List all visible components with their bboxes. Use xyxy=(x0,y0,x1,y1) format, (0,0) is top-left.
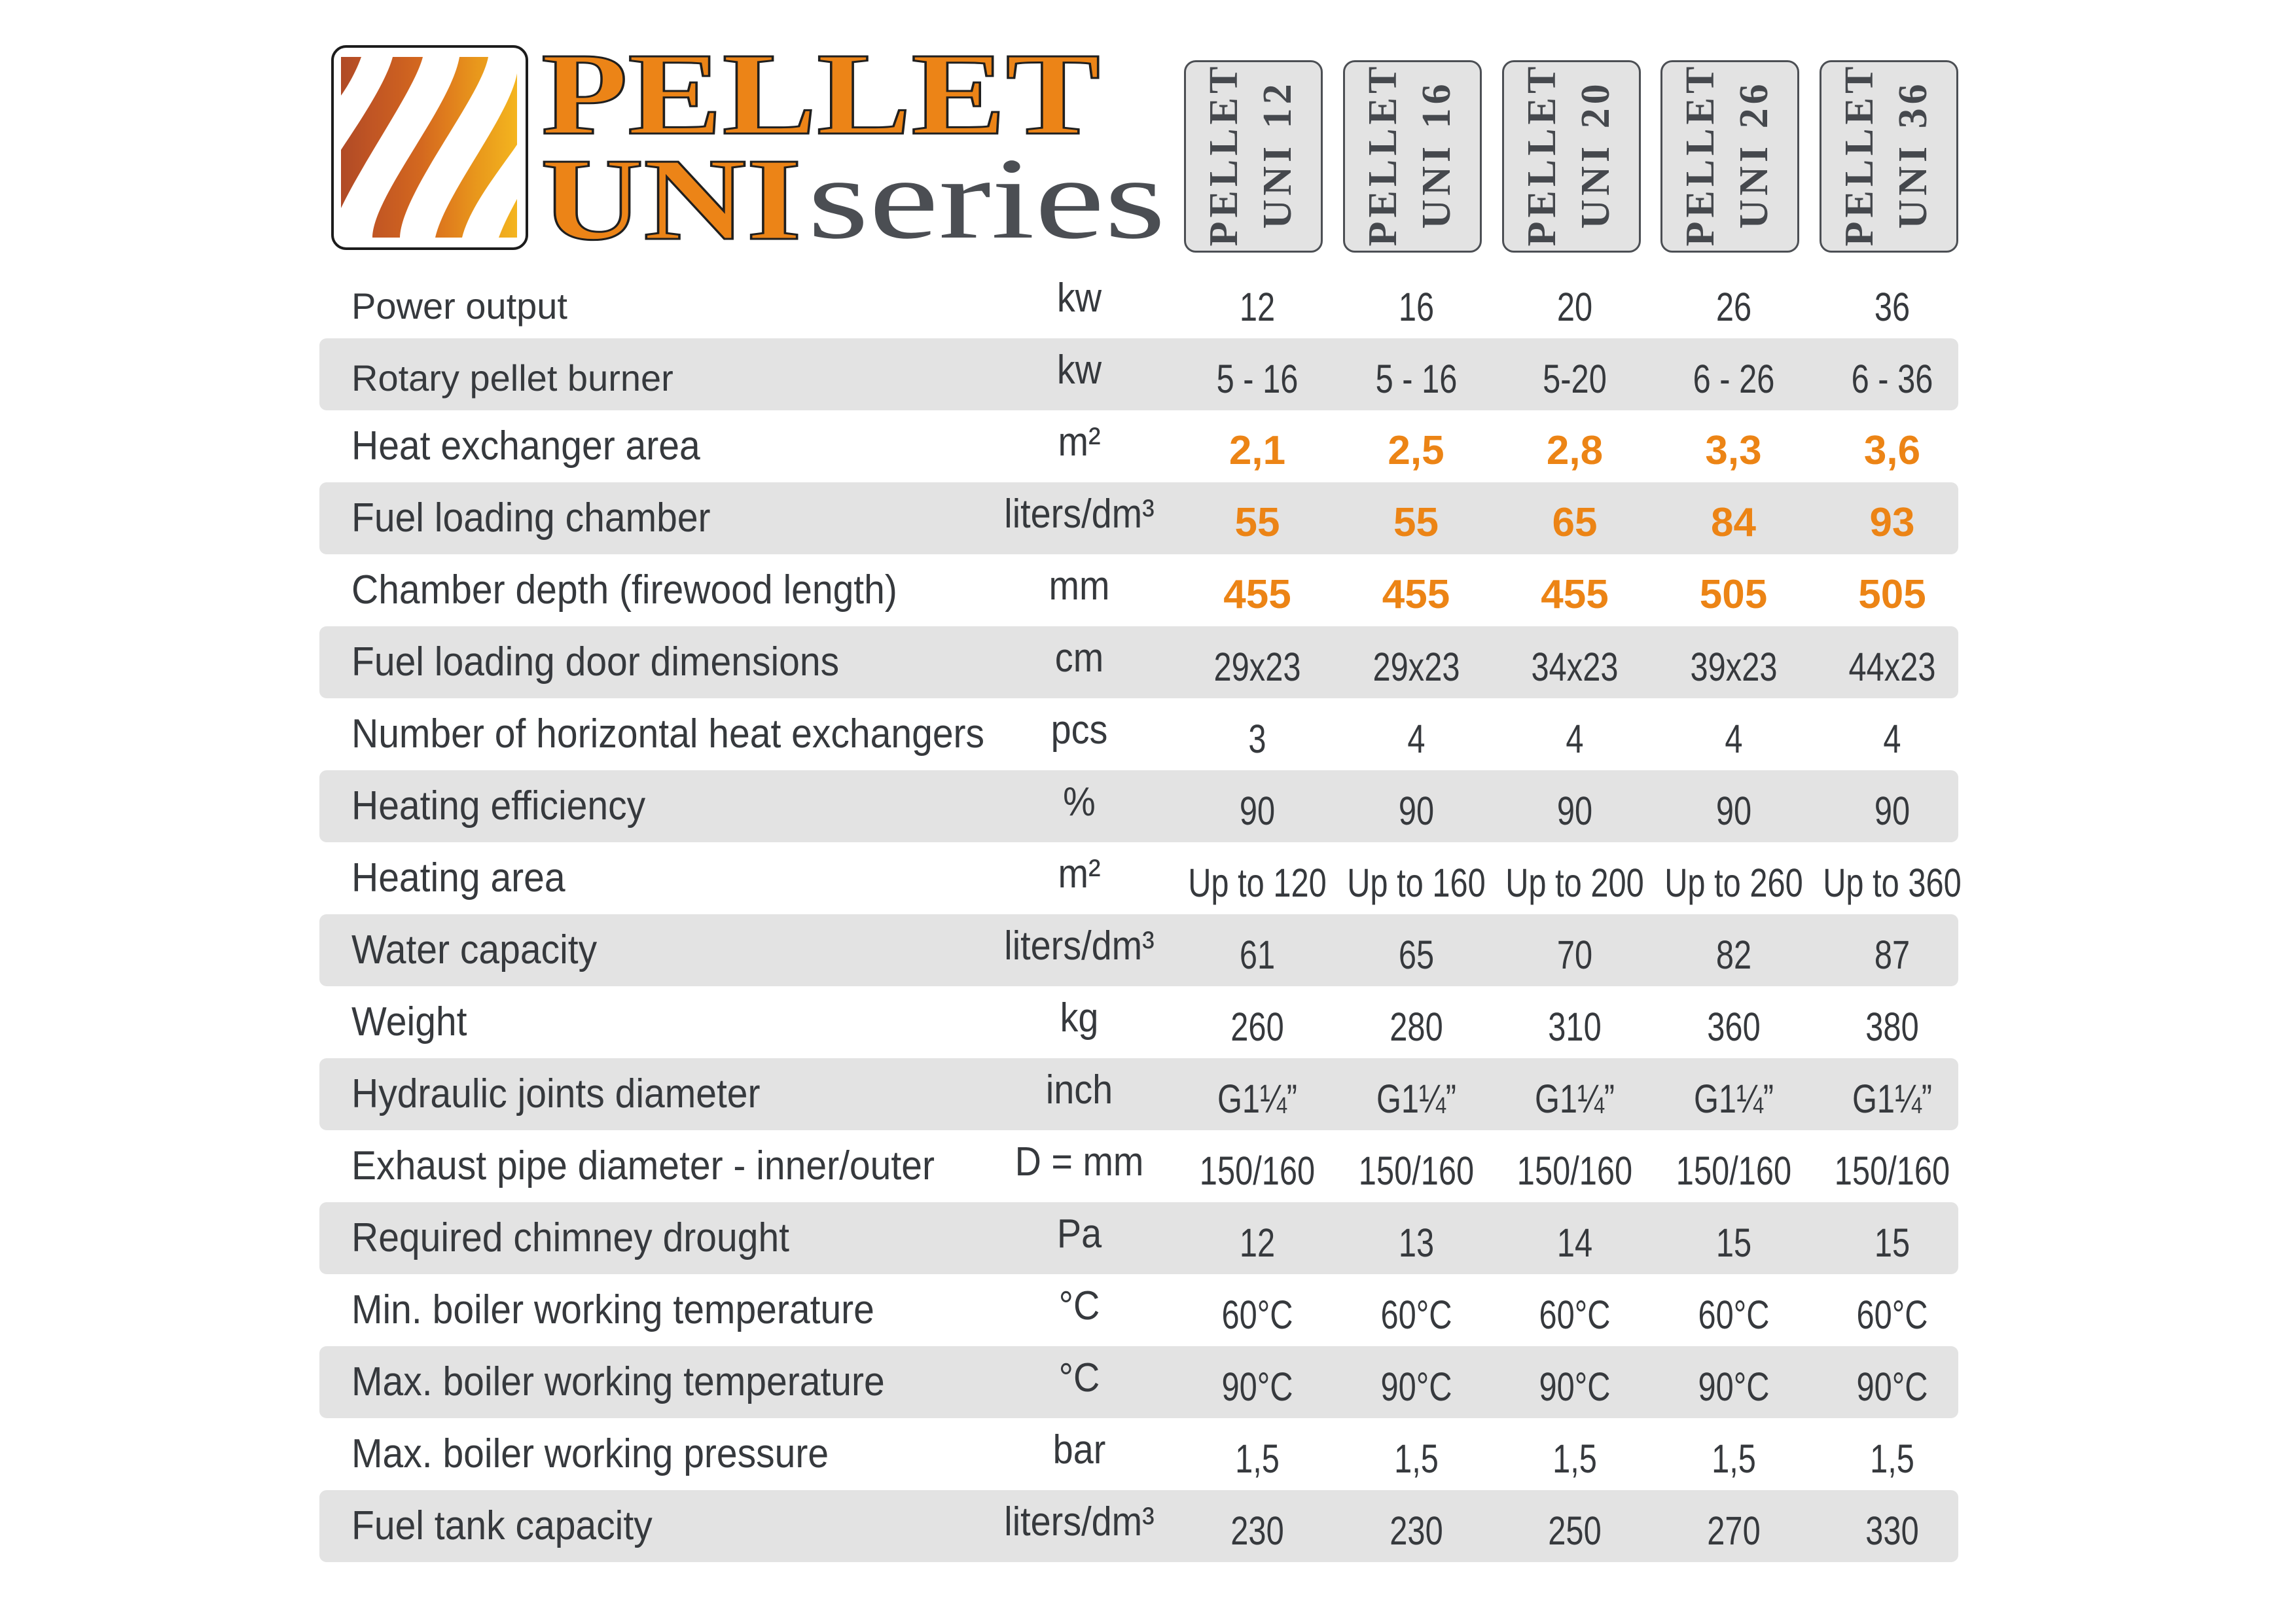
svg-text:series: series xyxy=(808,134,1166,263)
svg-text:PELLET: PELLET xyxy=(541,29,1100,159)
svg-text:UNI: UNI xyxy=(541,134,802,264)
